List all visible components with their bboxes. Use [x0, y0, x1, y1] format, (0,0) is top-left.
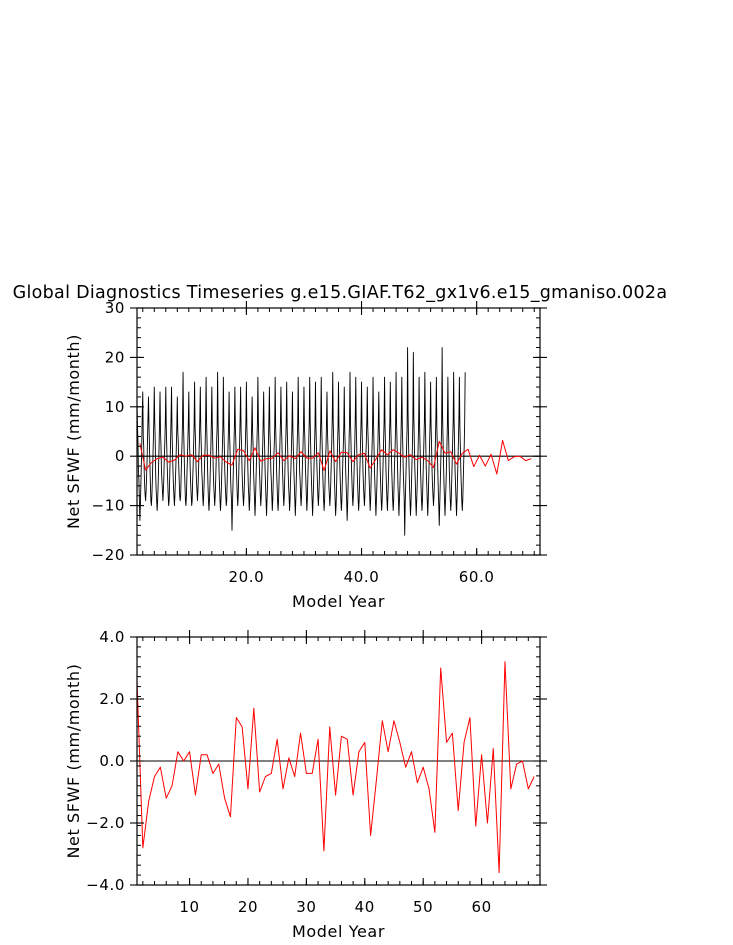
- bottom-xtick-label: 30: [296, 898, 316, 916]
- top-xtick-label: 20.0: [228, 568, 264, 586]
- bottom-series-annual: [136, 661, 535, 874]
- bottom-x-axis-label: Model Year: [292, 922, 385, 941]
- top-ytick-label: 20: [105, 348, 125, 366]
- bottom-ytick-label: 4.0: [99, 628, 125, 646]
- top-ytick-label: 0: [115, 447, 125, 465]
- figure-title: Global Diagnostics Timeseries g.e15.GIAF…: [13, 283, 668, 303]
- bottom-xtick-label: 20: [238, 898, 258, 916]
- top-x-axis-label: Model Year: [292, 592, 385, 611]
- top-xtick-label: 40.0: [344, 568, 380, 586]
- top-xtick-label: 60.0: [459, 568, 495, 586]
- bottom-xtick-label: 10: [179, 898, 199, 916]
- bottom-y-axis-label: Net SFWF (mm/month): [64, 663, 83, 858]
- top-series-monthly: [136, 347, 466, 536]
- bottom-xtick-label: 60: [471, 898, 491, 916]
- bottom-ytick-label: −4.0: [86, 876, 125, 894]
- bottom-ytick-label: 2.0: [99, 690, 125, 708]
- top-series-annual: [139, 439, 532, 475]
- bottom-xtick-label: 50: [413, 898, 433, 916]
- bottom-ytick-label: −2.0: [86, 814, 125, 832]
- top-ytick-label: 30: [105, 299, 125, 317]
- top-ytick-label: −20: [92, 546, 125, 564]
- top-panel: −20 −10 0 10 20 30 20.0 40.0 60.0 Model Year Net S…: [64, 299, 547, 611]
- top-ytick-label: 10: [105, 398, 125, 416]
- top-ytick-label: −10: [92, 497, 125, 515]
- bottom-panel: −4.0 −2.0 0.0 2.0 4.0 10 20 30 40 50 60 Model Year N…: [64, 628, 547, 941]
- bottom-ytick-label: 0.0: [99, 752, 125, 770]
- top-y-axis-label: Net SFWF (mm/month): [64, 334, 83, 529]
- top-plot-frame: [136, 307, 541, 556]
- bottom-xtick-label: 40: [355, 898, 375, 916]
